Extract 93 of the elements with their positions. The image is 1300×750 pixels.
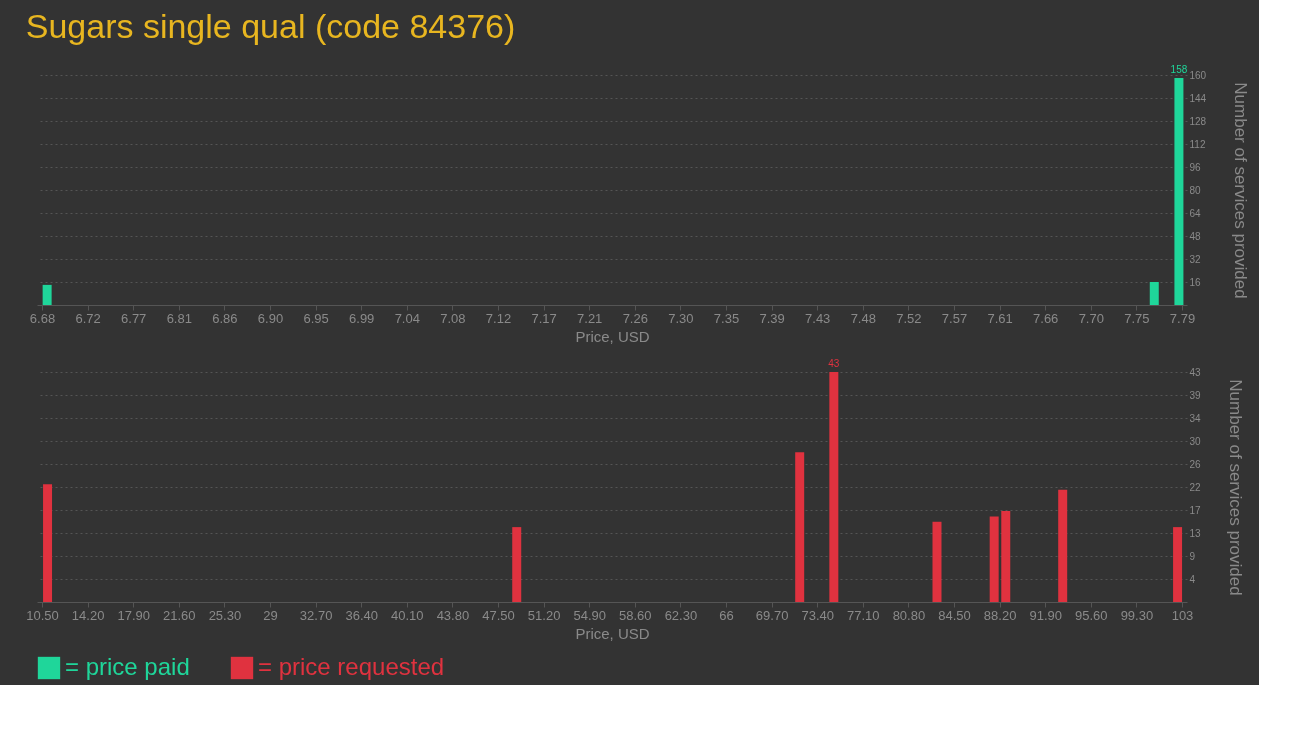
y-tick-label: 160 — [1189, 69, 1207, 81]
x-tick-label: 7.79 — [1169, 310, 1196, 326]
legend-label: = price paid — [65, 653, 190, 680]
y-tick-label: 34 — [1189, 412, 1202, 424]
x-tick-label: 6.68 — [29, 310, 56, 326]
bar — [829, 372, 839, 602]
y-tick-label: 9 — [1189, 550, 1196, 562]
y-axis-title: Number of services provided — [1225, 379, 1245, 596]
x-tick-label: 7.52 — [896, 310, 922, 326]
x-tick-label: 77.10 — [847, 607, 880, 623]
x-tick-label: 21.60 — [163, 607, 196, 623]
x-tick-label: 7.61 — [987, 310, 1013, 326]
bar — [43, 484, 53, 602]
y-tick-label: 13 — [1189, 527, 1202, 539]
x-tick-label: 25.30 — [208, 607, 242, 623]
bar — [1173, 527, 1183, 602]
y-tick-label: 128 — [1189, 115, 1207, 127]
x-tick-label: 7.30 — [668, 310, 694, 326]
x-tick-label: 10.50 — [26, 607, 59, 623]
y-tick-label: 22 — [1189, 481, 1202, 493]
bar — [512, 527, 522, 602]
x-axis-title: Price, USD — [575, 624, 650, 642]
x-tick-label: 7.04 — [394, 310, 420, 326]
y-tick-label: 16 — [1189, 276, 1202, 288]
x-tick-label: 51.20 — [527, 607, 561, 623]
x-tick-label: 84.50 — [938, 607, 971, 623]
bar — [989, 516, 999, 602]
y-tick-label: 43 — [1189, 366, 1202, 378]
x-tick-label: 62.30 — [664, 607, 698, 623]
x-tick-label: 7.39 — [759, 310, 785, 326]
y-axis-title: Number of services provided — [1231, 82, 1251, 299]
x-tick-label: 6.95 — [303, 310, 329, 326]
bar — [1149, 282, 1159, 305]
x-tick-label: 95.60 — [1075, 607, 1108, 623]
bar — [932, 521, 942, 602]
bar — [795, 452, 805, 602]
x-tick-label: 7.12 — [485, 310, 512, 326]
x-tick-label: 6.90 — [257, 310, 284, 326]
x-tick-label: 7.66 — [1033, 310, 1059, 326]
x-tick-label: 32.70 — [299, 607, 333, 623]
x-tick-label: 47.50 — [482, 607, 515, 623]
x-tick-label: 7.35 — [713, 310, 740, 326]
x-tick-label: 7.48 — [850, 310, 876, 326]
x-axis-title: Price, USD — [575, 327, 650, 345]
x-tick-label: 36.40 — [345, 607, 378, 623]
y-tick-label: 32 — [1189, 253, 1202, 265]
y-tick-label: 17 — [1189, 504, 1202, 516]
x-tick-label: 17.90 — [117, 607, 150, 623]
x-tick-label: 91.90 — [1029, 607, 1062, 623]
x-tick-label: 7.21 — [577, 310, 603, 326]
x-tick-label: 69.70 — [755, 607, 789, 623]
x-tick-label: 6.86 — [212, 310, 238, 326]
y-tick-label: 26 — [1189, 458, 1202, 470]
legend-label: = price requested — [258, 653, 445, 680]
y-tick-label: 96 — [1189, 161, 1202, 173]
x-tick-label: 6.77 — [121, 310, 147, 326]
bar — [1058, 489, 1068, 602]
x-tick-label: 43.80 — [436, 607, 470, 623]
x-tick-label: 40.10 — [391, 607, 424, 623]
x-tick-label: 6.81 — [166, 310, 192, 326]
y-tick-label: 48 — [1189, 230, 1202, 242]
y-tick-label: 112 — [1189, 138, 1206, 150]
y-tick-label: 64 — [1189, 207, 1202, 219]
x-tick-label: 80.80 — [892, 607, 926, 623]
x-tick-label: 54.90 — [573, 607, 606, 623]
bar — [1174, 77, 1184, 305]
y-tick-label: 80 — [1189, 184, 1202, 196]
data-label: 43 — [828, 358, 840, 369]
x-tick-label: 6.99 — [349, 310, 375, 326]
x-tick-label: 7.26 — [622, 310, 648, 326]
x-tick-label: 103 — [1171, 607, 1194, 623]
x-tick-label: 99.30 — [1120, 607, 1154, 623]
y-tick-label: 4 — [1189, 573, 1196, 585]
x-tick-label: 66 — [719, 607, 734, 623]
x-tick-label: 7.17 — [531, 310, 557, 326]
x-tick-label: 88.20 — [983, 607, 1017, 623]
y-tick-label: 144 — [1189, 92, 1207, 104]
y-tick-label: 30 — [1189, 435, 1202, 447]
x-tick-label: 6.72 — [75, 310, 101, 326]
x-tick-label: 29 — [263, 607, 278, 623]
bar — [1001, 511, 1011, 602]
y-tick-label: 39 — [1189, 389, 1202, 401]
x-tick-label: 7.57 — [941, 310, 968, 326]
chart-title: Sugars single qual (code 84376) — [25, 6, 516, 45]
bar — [42, 284, 52, 305]
x-tick-label: 7.43 — [805, 310, 831, 326]
x-tick-label: 7.70 — [1078, 310, 1104, 326]
x-tick-label: 58.60 — [619, 607, 652, 623]
x-tick-label: 73.40 — [801, 607, 834, 623]
x-tick-label: 7.75 — [1124, 310, 1150, 326]
x-tick-label: 7.08 — [440, 310, 466, 326]
data-label: 158 — [1170, 63, 1188, 75]
x-tick-label: 14.20 — [71, 607, 105, 623]
